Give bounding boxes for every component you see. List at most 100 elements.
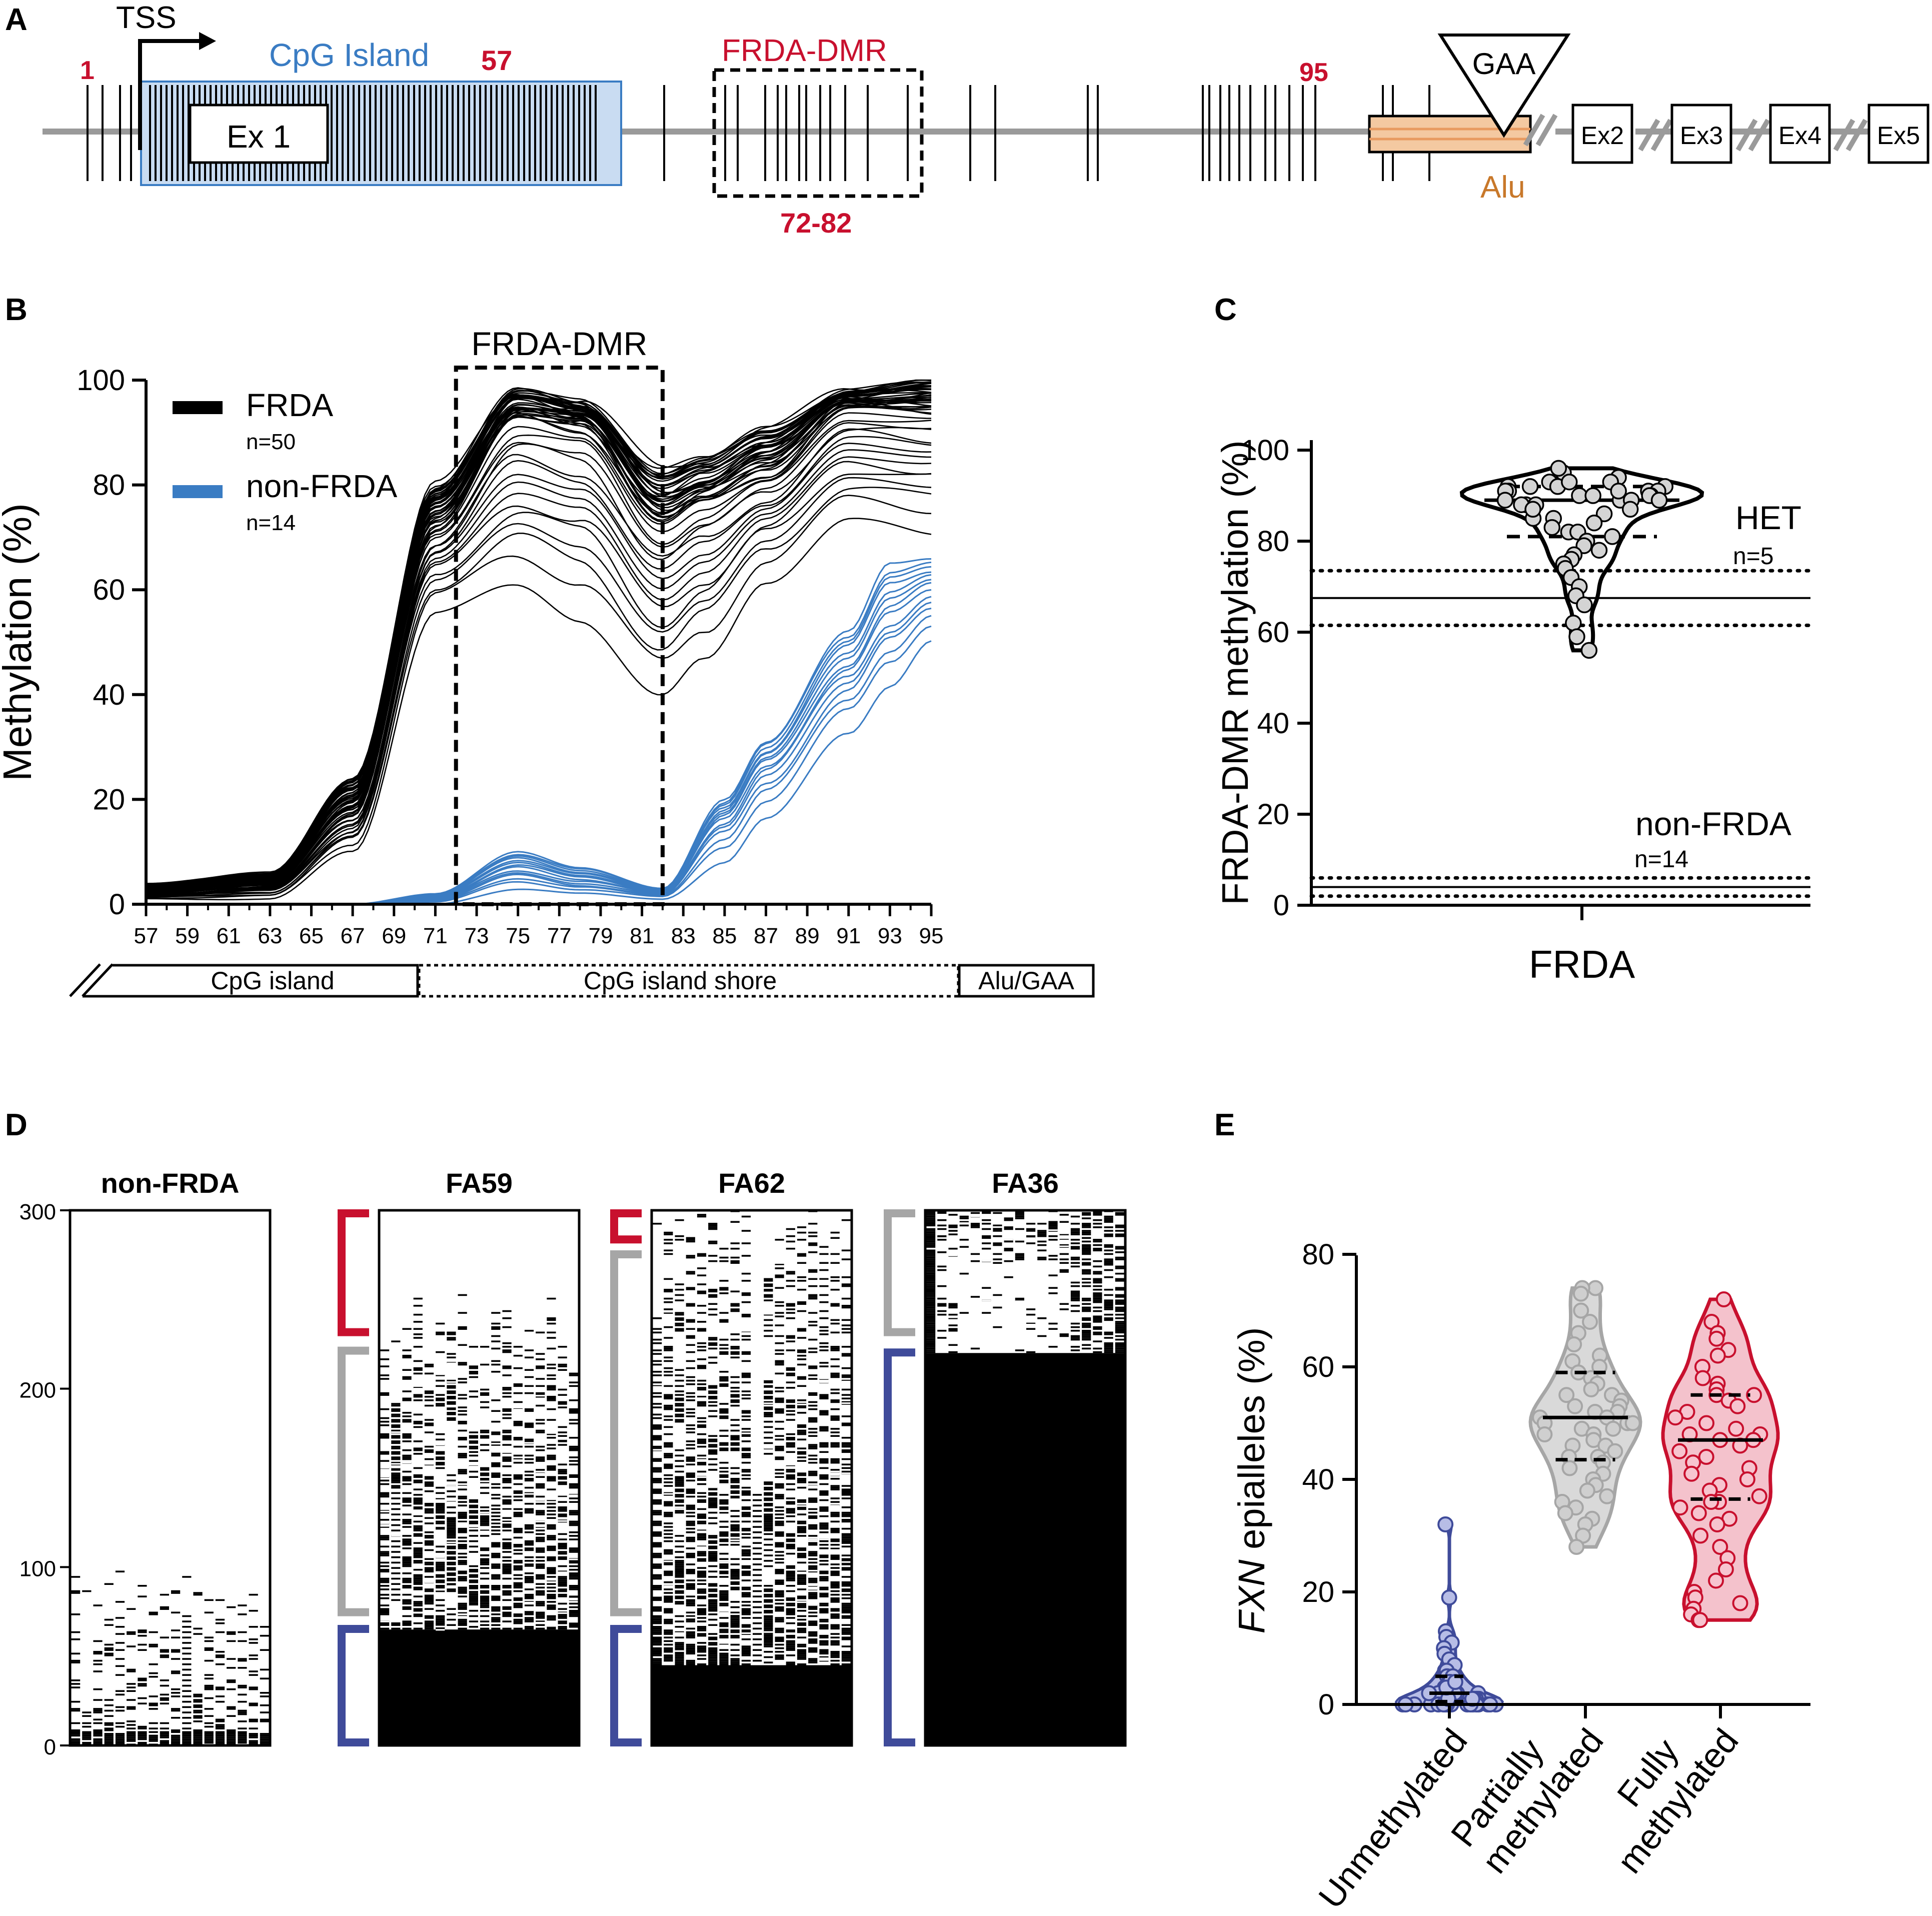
methylated-cpg — [1104, 1305, 1113, 1307]
methylated-cpg — [786, 1488, 795, 1490]
methylated-cpg — [93, 1740, 103, 1742]
methylated-cpg — [536, 1458, 545, 1460]
methylated-cpg — [926, 1278, 936, 1280]
methylated-cpg — [830, 1319, 840, 1321]
methylated-cpg — [764, 1510, 773, 1512]
c-y-tick-label: 80 — [1257, 525, 1289, 558]
methylated-cpg — [775, 1447, 784, 1449]
methylated-cpg — [502, 1508, 512, 1510]
methylated-cpg — [447, 1556, 456, 1558]
methylated-cpg — [547, 1510, 556, 1512]
methylated-cpg — [830, 1663, 840, 1665]
methylated-cpg — [764, 1656, 773, 1658]
methylated-cpg — [741, 1431, 751, 1433]
e-x-tick-label-line: Unmethylated — [1311, 1721, 1474, 1915]
methylated-cpg — [536, 1431, 545, 1433]
methylated-cpg — [719, 1649, 729, 1651]
methylated-cpg — [413, 1395, 423, 1398]
methylated-cpg — [775, 1579, 784, 1581]
c-x-label: FRDA — [1529, 942, 1635, 986]
methylated-cpg — [664, 1611, 673, 1614]
methylated-cpg — [71, 1738, 81, 1740]
methylated-cpg — [830, 1529, 840, 1531]
methylated-cpg — [841, 1401, 851, 1403]
unmethylated-cpg — [558, 1520, 567, 1522]
methylated-cpg — [653, 1636, 662, 1638]
methylated-cpg — [1004, 1226, 1013, 1228]
methylated-cpg — [708, 1444, 718, 1446]
methylated-cpg — [819, 1602, 829, 1605]
methylated-cpg — [797, 1629, 807, 1631]
e-data-point — [1709, 1347, 1726, 1364]
methylated-cpg — [569, 1585, 578, 1587]
methylated-cpg — [830, 1540, 840, 1542]
methylated-cpg — [480, 1595, 490, 1597]
methylated-cpg — [697, 1558, 707, 1560]
methylated-cpg — [182, 1631, 192, 1633]
methylated-cpg — [830, 1650, 840, 1653]
methylated-cpg — [558, 1444, 567, 1446]
methylated-cpg — [775, 1599, 784, 1601]
methylated-cpg — [926, 1305, 936, 1307]
frda-series-line — [146, 473, 932, 898]
methylated-cpg — [569, 1622, 578, 1624]
methylated-cpg — [193, 1693, 203, 1696]
methylated-cpg — [786, 1367, 795, 1369]
methylated-cpg — [664, 1456, 673, 1458]
methylated-cpg — [664, 1647, 673, 1649]
methylated-cpg — [764, 1549, 773, 1551]
methylated-cpg — [1048, 1228, 1058, 1230]
methylated-cpg — [458, 1472, 467, 1474]
b-y-label: Methylation (%) — [0, 503, 40, 781]
methylated-cpg — [1093, 1214, 1102, 1216]
methylated-cpg — [730, 1643, 740, 1646]
methylated-cpg — [238, 1684, 247, 1687]
methylated-cpg — [653, 1392, 662, 1394]
e-y-tick-label: 40 — [1302, 1463, 1334, 1496]
c-data-point — [1650, 492, 1668, 509]
methylated-cpg — [413, 1367, 423, 1369]
methylated-cpg — [830, 1262, 840, 1264]
methylated-cpg — [830, 1469, 840, 1471]
frda-series-line — [146, 385, 931, 887]
methylated-cpg — [413, 1399, 423, 1401]
methylated-cpg — [104, 1722, 114, 1724]
methylated-cpg — [819, 1620, 829, 1622]
methylated-cpg — [926, 1312, 936, 1314]
methylated-cpg — [697, 1365, 707, 1367]
methylated-cpg — [741, 1647, 751, 1649]
methylated-cpg — [797, 1354, 807, 1357]
methylated-cpg — [536, 1563, 545, 1565]
methylated-cpg — [653, 1331, 662, 1334]
unmethylated-cpg — [524, 1566, 534, 1568]
methylated-cpg — [1093, 1244, 1102, 1246]
methylated-cpg — [708, 1654, 718, 1656]
methylated-cpg — [686, 1643, 695, 1646]
methylated-cpg — [675, 1656, 684, 1658]
methylated-cpg — [1115, 1344, 1124, 1346]
methylated-cpg — [653, 1469, 662, 1471]
methylated-cpg — [764, 1526, 773, 1528]
methylated-cpg — [730, 1663, 740, 1665]
methylated-cpg — [764, 1392, 773, 1394]
methylated-cpg — [764, 1590, 773, 1592]
methylated-cpg — [764, 1554, 773, 1556]
methylated-cpg — [841, 1367, 851, 1369]
methylated-cpg — [115, 1709, 125, 1712]
methylated-cpg — [653, 1654, 662, 1656]
methylated-cpg — [675, 1661, 684, 1663]
methylated-cpg — [819, 1310, 829, 1312]
methylated-cpg — [819, 1483, 829, 1485]
methylated-cpg — [558, 1577, 567, 1580]
methylated-cpg — [1082, 1329, 1091, 1332]
methylated-cpg — [708, 1458, 718, 1460]
methylated-cpg — [830, 1570, 840, 1573]
unmethylated-cpg — [948, 1334, 958, 1336]
unmethylated-cpg — [808, 1584, 818, 1586]
methylated-cpg — [513, 1568, 523, 1571]
methylated-cpg — [380, 1570, 390, 1573]
methylated-cpg — [686, 1328, 695, 1330]
methylated-cpg — [469, 1602, 478, 1605]
